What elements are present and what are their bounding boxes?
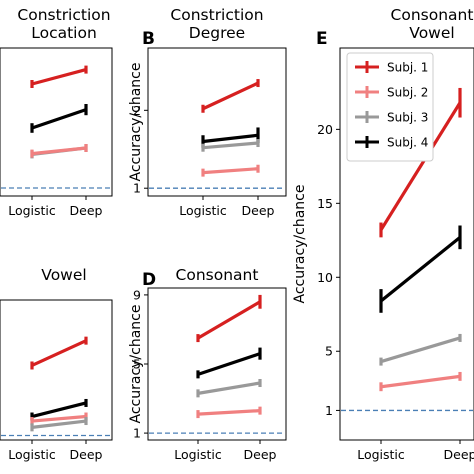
panel-title: Location <box>31 24 97 42</box>
series-line-subj3 <box>197 381 261 395</box>
series-line-subj4 <box>31 108 87 130</box>
panel-title: Consonant <box>391 6 474 24</box>
x-tick-label: Logistic <box>8 447 56 462</box>
panel-c: Vowel Logistic Deep <box>0 266 113 462</box>
y-axis-label: Accuracy/chance <box>128 63 144 182</box>
series-line-subj3 <box>31 419 87 429</box>
series-line-subj1 <box>31 68 87 86</box>
x-tick-label: Logistic <box>357 447 405 462</box>
y-tick-label: 1 <box>133 181 141 196</box>
x-tick-label: Deep <box>70 447 103 462</box>
series-line-subj2 <box>202 167 259 175</box>
series-group <box>201 79 260 177</box>
legend: Subj. 1 Subj. 2 Subj. 3 Subj. 4 <box>346 52 434 162</box>
y-axis-label: Accuracy/chance <box>292 185 308 304</box>
panel-letter: E <box>316 29 328 49</box>
series-line-subj2 <box>31 146 87 156</box>
y-tick-label: 2 <box>133 103 141 118</box>
series-group <box>30 336 88 432</box>
panel-title: Consonant <box>176 266 259 284</box>
x-tick-label: Deep <box>70 203 103 218</box>
x-tick-label: Logistic <box>8 203 56 218</box>
y-tick-label: 5 <box>325 344 333 359</box>
y-axis-label: Accuracy/chance <box>128 305 144 424</box>
legend-box <box>346 52 434 162</box>
series-line-subj1 <box>31 339 87 367</box>
panel-title: Vowel <box>41 266 86 284</box>
x-tick-label: Deep <box>444 447 474 462</box>
panel-letter: D <box>142 270 156 290</box>
series-line-subj1 <box>197 300 261 340</box>
legend-label: Subj. 2 <box>387 86 428 100</box>
x-tick-label: Deep <box>244 447 277 462</box>
legend-label: Subj. 1 <box>387 61 428 75</box>
series-line-subj4 <box>31 401 87 419</box>
panel-title: Vowel <box>409 24 454 42</box>
axes-frame <box>147 287 287 441</box>
series-line-subj1 <box>202 81 259 111</box>
y-tick-label: 15 <box>317 196 333 211</box>
panel-letter: B <box>142 29 155 49</box>
panel-title: Constriction <box>17 6 110 24</box>
series-line-subj4 <box>379 236 462 303</box>
panel-d: Consonant D Accuracy/chance 1 5 9 Logistic Deep <box>128 266 287 462</box>
axes-frame <box>339 47 474 441</box>
y-tick-label: 20 <box>317 122 333 137</box>
axes-frame <box>147 47 287 197</box>
series-line-subj2 <box>197 409 261 416</box>
x-tick-label: Logistic <box>179 203 227 218</box>
series-group <box>30 65 88 159</box>
y-tick-label: 9 <box>133 287 141 302</box>
y-tick-label: 1 <box>133 426 141 441</box>
x-tick-label: Deep <box>242 203 275 218</box>
axes-frame <box>0 299 113 441</box>
legend-label: Subj. 4 <box>387 136 428 150</box>
series-line-subj4 <box>197 352 261 376</box>
x-tick-label: Logistic <box>174 447 222 462</box>
y-tick-label: 1 <box>325 403 333 418</box>
legend-label: Subj. 3 <box>387 111 428 125</box>
panel-title: Degree <box>189 24 245 42</box>
series-line-subj3 <box>202 141 259 150</box>
series-group <box>196 294 262 419</box>
series-line-subj2 <box>380 374 461 389</box>
series-line-subj1 <box>379 101 462 231</box>
y-tick-label: 5 <box>133 357 141 372</box>
panel-title: Constriction <box>170 6 263 24</box>
axes-frame <box>0 47 113 197</box>
series-line-subj2 <box>31 414 87 423</box>
panel-e: ConsonantVowelEAccuracy/chance15101520Lo… <box>292 6 474 462</box>
y-tick-label: 10 <box>317 270 333 285</box>
series-group <box>379 87 462 392</box>
series-line-subj3 <box>380 336 461 364</box>
series-line-subj4 <box>202 133 259 144</box>
